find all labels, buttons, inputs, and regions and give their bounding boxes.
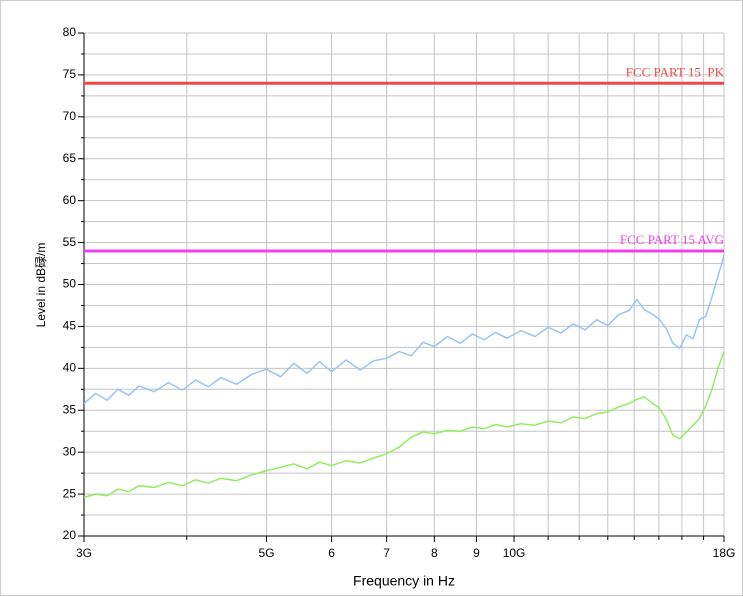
limit-label: FCC PART 15 PK — [626, 64, 725, 79]
y-tick-label: 25 — [63, 486, 77, 500]
y-tick-label: 40 — [63, 361, 77, 375]
y-tick-label: 45 — [63, 319, 77, 333]
y-tick-label: 35 — [63, 402, 77, 416]
y-tick-label: 20 — [63, 528, 77, 542]
x-tick-label: 8 — [431, 546, 438, 560]
x-tick-label: 18G — [713, 546, 736, 560]
y-tick-label: 70 — [63, 109, 77, 123]
x-axis-label: Frequency in Hz — [353, 573, 455, 589]
y-tick-label: 65 — [63, 151, 77, 165]
x-tick-label: 10G — [503, 546, 526, 560]
y-axis-label: Level in dB碌/m — [34, 243, 48, 328]
trace — [83, 254, 725, 405]
y-tick-label: 30 — [63, 444, 77, 458]
y-tick-label: 80 — [63, 25, 77, 39]
y-tick-label: 50 — [63, 277, 77, 291]
y-tick-label: 60 — [63, 193, 77, 207]
x-tick-label: 3G — [76, 546, 92, 560]
y-tick-label: 55 — [63, 235, 77, 249]
x-tick-label: 7 — [383, 546, 390, 560]
limit-label: FCC PART 15 AVG — [620, 232, 724, 247]
x-tick-label: 9 — [473, 546, 480, 560]
y-tick-label: 75 — [63, 67, 77, 81]
x-tick-label: 6 — [328, 546, 335, 560]
trace — [83, 351, 725, 499]
x-tick-label: 5G — [258, 546, 274, 560]
